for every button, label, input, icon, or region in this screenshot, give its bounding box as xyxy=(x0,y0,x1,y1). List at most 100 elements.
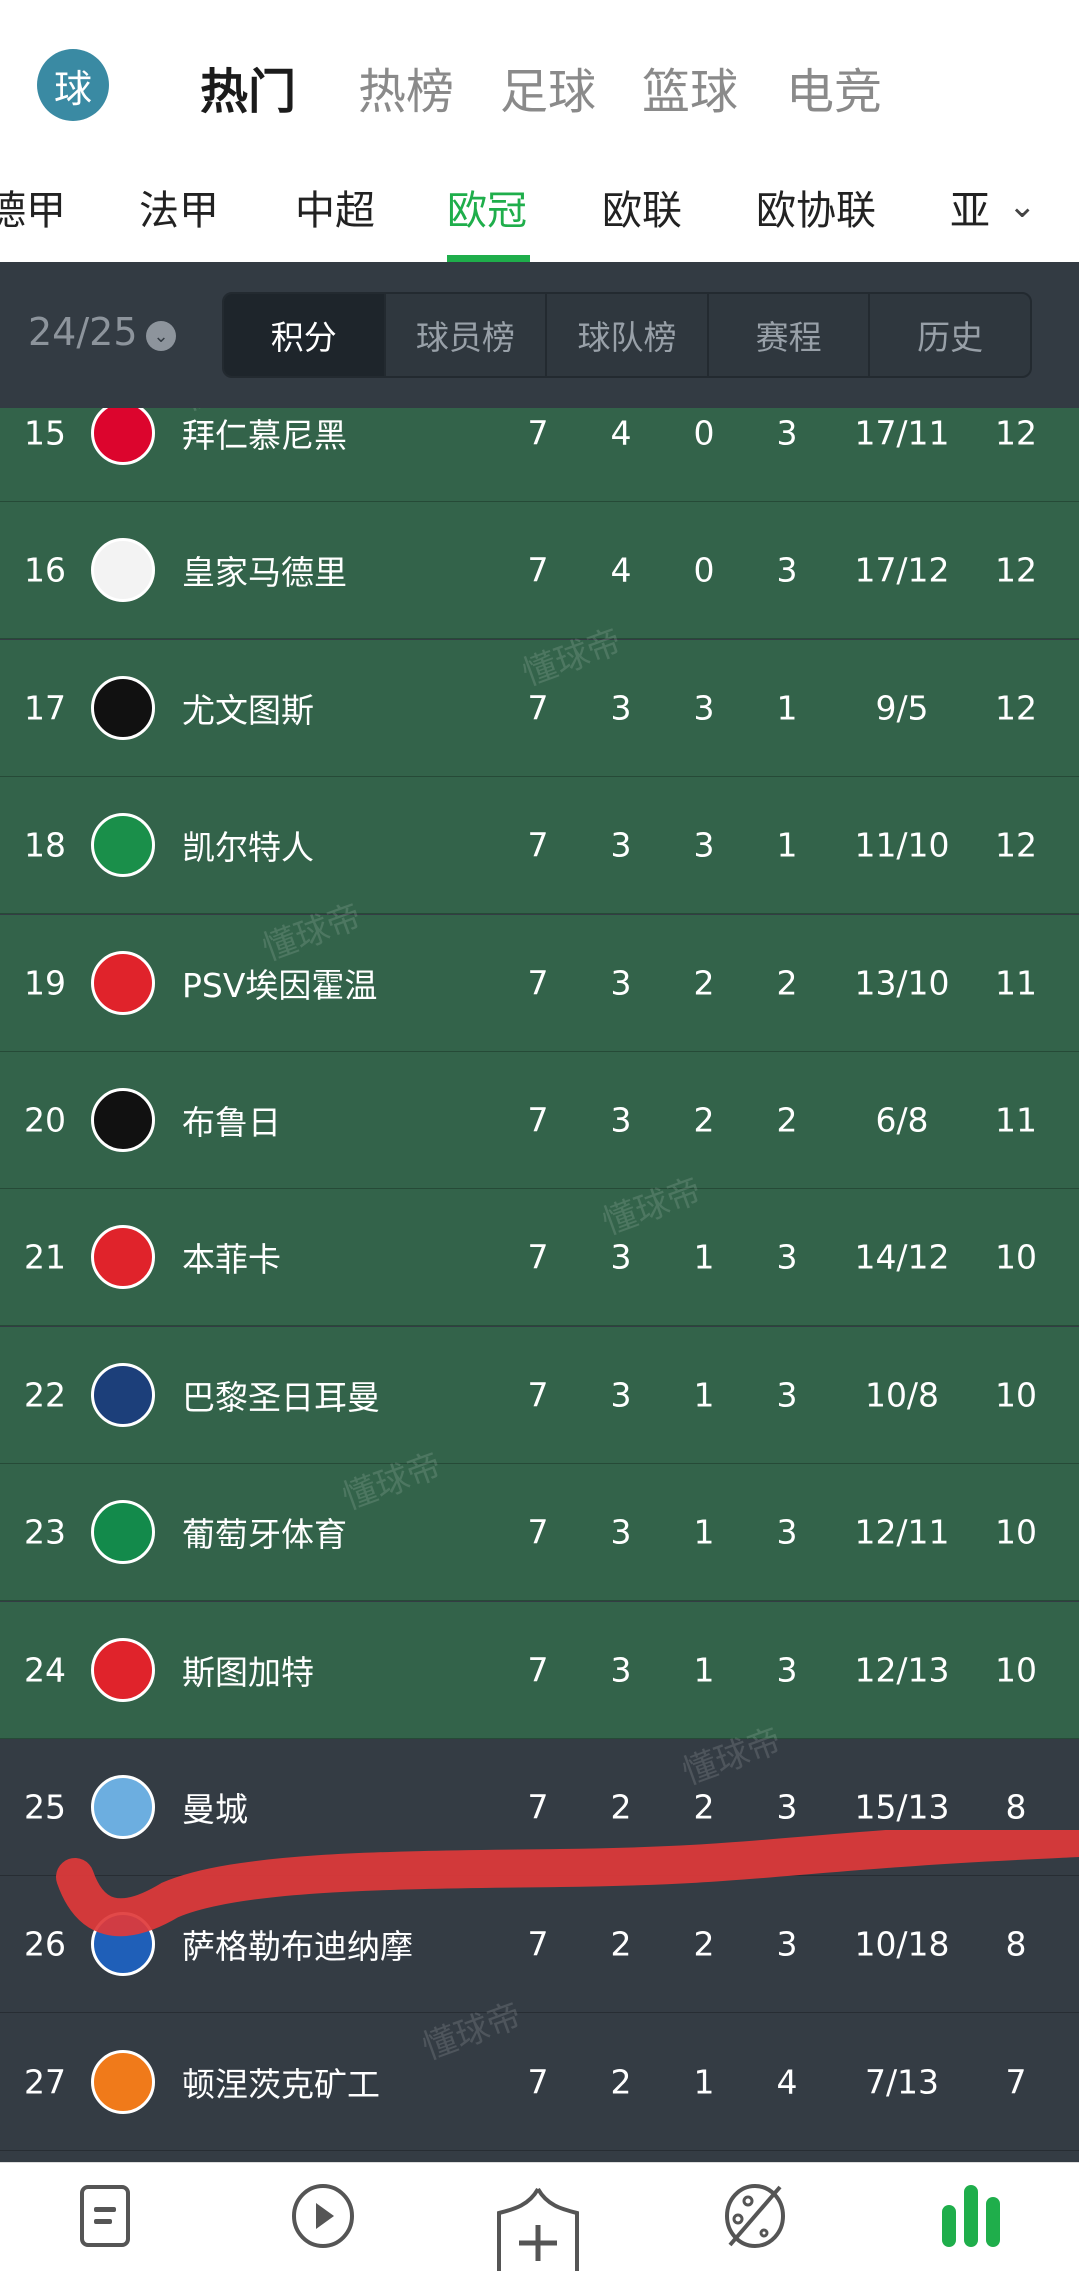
stat-goals: 12/11 xyxy=(854,1512,950,1552)
stat-d: 3 xyxy=(693,825,715,865)
segment-tab[interactable]: 历史 xyxy=(868,294,1030,376)
team-name: 拜仁慕尼黑 xyxy=(182,416,347,455)
stat-d: 1 xyxy=(693,1237,715,1277)
rank: 17 xyxy=(24,688,66,728)
stat-p: 7 xyxy=(527,825,549,865)
team-name: 斯图加特 xyxy=(182,1652,314,1692)
stat-p: 7 xyxy=(527,2062,549,2102)
rank: 16 xyxy=(24,550,66,590)
stat-l: 1 xyxy=(776,688,798,728)
stat-goals: 7/13 xyxy=(864,2062,940,2102)
segment-tab[interactable]: 球员榜 xyxy=(383,294,546,376)
stat-w: 3 xyxy=(610,825,632,865)
stat-pts: 10 xyxy=(995,1375,1037,1415)
team-badge-icon xyxy=(91,1362,155,1427)
stat-goals: 17/11 xyxy=(854,413,950,453)
standings-table[interactable]: 15拜仁慕尼黑740317/1112懂球帝16皇家马德里740317/12121… xyxy=(0,408,1079,2162)
stat-goals: 9/5 xyxy=(875,688,929,728)
stat-l: 3 xyxy=(776,1512,798,1552)
stat-d: 1 xyxy=(693,1512,715,1552)
stat-w: 3 xyxy=(610,1512,632,1552)
stat-l: 3 xyxy=(776,1924,798,1964)
rank: 27 xyxy=(24,2062,66,2102)
team-badge-icon xyxy=(91,2049,155,2114)
stat-d: 2 xyxy=(693,963,715,1003)
stat-w: 3 xyxy=(610,688,632,728)
stat-l: 3 xyxy=(776,1650,798,1690)
rank: 25 xyxy=(24,1787,66,1827)
app-logo[interactable]: 球 xyxy=(37,49,109,121)
team-badge-icon xyxy=(91,408,155,465)
stat-goals: 15/13 xyxy=(854,1787,950,1827)
stat-p: 7 xyxy=(527,688,549,728)
league-tab[interactable]: 欧联 xyxy=(602,188,682,234)
shield-plus-icon[interactable] xyxy=(495,2185,581,2271)
team-badge-icon xyxy=(91,1775,155,1839)
rank: 22 xyxy=(24,1375,66,1415)
team-badge-icon xyxy=(91,675,155,740)
stat-pts: 12 xyxy=(995,550,1037,590)
segment-tab[interactable]: 赛程 xyxy=(706,294,869,376)
bar-chart-icon[interactable] xyxy=(940,2183,1002,2249)
table-row[interactable]: 21 本菲卡 7 3 1 3 14/12 10 懂球帝 xyxy=(0,1171,1079,1327)
top-tab[interactable]: 热门 xyxy=(200,64,297,120)
table-row[interactable]: 23 葡萄牙体育 7 3 1 3 12/11 10 懂球帝 xyxy=(0,1446,1079,1602)
stat-p: 7 xyxy=(527,963,549,1003)
league-tab[interactable]: 欧冠 xyxy=(447,188,527,234)
planet-icon[interactable] xyxy=(722,2183,788,2249)
stat-pts: 12 xyxy=(995,413,1037,453)
table-row[interactable]: 27 顿涅茨克矿工 7 2 1 4 7/13 7 懂球帝 xyxy=(0,1995,1079,2151)
team-badge-icon xyxy=(91,813,155,878)
table-row[interactable]: 16 皇家马德里 7 4 0 3 17/12 12 xyxy=(0,502,1079,640)
table-row[interactable]: 22 巴黎圣日耳曼 7 3 1 3 10/8 10 xyxy=(0,1326,1079,1464)
season-selector[interactable]: 24/25 xyxy=(28,310,138,354)
rank: 21 xyxy=(24,1237,66,1277)
table-row[interactable]: 19 PSV埃因霍温 7 3 2 2 13/10 11 懂球帝 xyxy=(0,896,1079,1052)
top-tab[interactable]: 篮球 xyxy=(642,64,739,120)
stat-w: 3 xyxy=(610,1650,632,1690)
stat-w: 3 xyxy=(610,1375,632,1415)
league-tab[interactable]: 中超 xyxy=(295,188,375,234)
team-badge-icon xyxy=(91,1500,155,1565)
league-tab[interactable]: 欧协联 xyxy=(756,188,876,234)
league-tab[interactable]: 法甲 xyxy=(139,188,219,234)
top-tab[interactable]: 热榜 xyxy=(358,64,455,120)
stat-d: 1 xyxy=(693,1375,715,1415)
team-badge-icon xyxy=(91,1637,155,1702)
news-icon[interactable] xyxy=(78,2183,132,2249)
stat-w: 3 xyxy=(610,1100,632,1140)
stat-p: 7 xyxy=(527,1787,549,1827)
stat-goals: 6/8 xyxy=(875,1100,929,1140)
table-row[interactable]: 20 布鲁日 7 3 2 2 6/8 11 xyxy=(0,1052,1079,1189)
table-row[interactable]: 18 凯尔特人 7 3 3 1 11/10 12 xyxy=(0,777,1079,915)
rank: 15 xyxy=(24,413,66,453)
video-play-icon[interactable] xyxy=(290,2183,356,2249)
table-row[interactable]: 17 尤文图斯 7 3 3 1 9/5 12 懂球帝 xyxy=(0,621,1079,777)
stat-d: 2 xyxy=(693,1787,715,1827)
stat-l: 3 xyxy=(776,1787,798,1827)
chevron-down-icon[interactable]: ⌄ xyxy=(146,321,176,351)
stat-l: 2 xyxy=(776,963,798,1003)
segment-tab[interactable]: 积分 xyxy=(224,294,384,376)
team-name: 萨格勒布迪纳摩 xyxy=(182,1927,413,1967)
stat-p: 7 xyxy=(527,1100,549,1140)
team-name: 凯尔特人 xyxy=(182,828,314,868)
more-leagues-chevron-icon[interactable]: ⌄ xyxy=(1008,186,1037,226)
rank: 20 xyxy=(24,1100,66,1140)
stat-w: 2 xyxy=(610,1924,632,1964)
team-name: 布鲁日 xyxy=(182,1103,281,1142)
rank: 18 xyxy=(24,825,66,865)
stat-p: 7 xyxy=(527,413,549,453)
top-tab[interactable]: 足球 xyxy=(500,64,597,120)
stat-d: 3 xyxy=(693,688,715,728)
top-tab[interactable]: 电竞 xyxy=(786,64,883,120)
league-tab[interactable]: 亚 xyxy=(950,188,990,234)
stat-l: 3 xyxy=(776,1375,798,1415)
red-annotation-stroke xyxy=(56,1830,1079,1937)
league-tab[interactable]: 德甲 xyxy=(0,188,66,234)
segment-tab[interactable]: 球队榜 xyxy=(545,294,707,376)
team-name: 皇家马德里 xyxy=(182,553,347,593)
table-row[interactable]: 24 斯图加特 7 3 1 3 12/13 10 xyxy=(0,1601,1079,1739)
stat-l: 4 xyxy=(776,2062,798,2102)
